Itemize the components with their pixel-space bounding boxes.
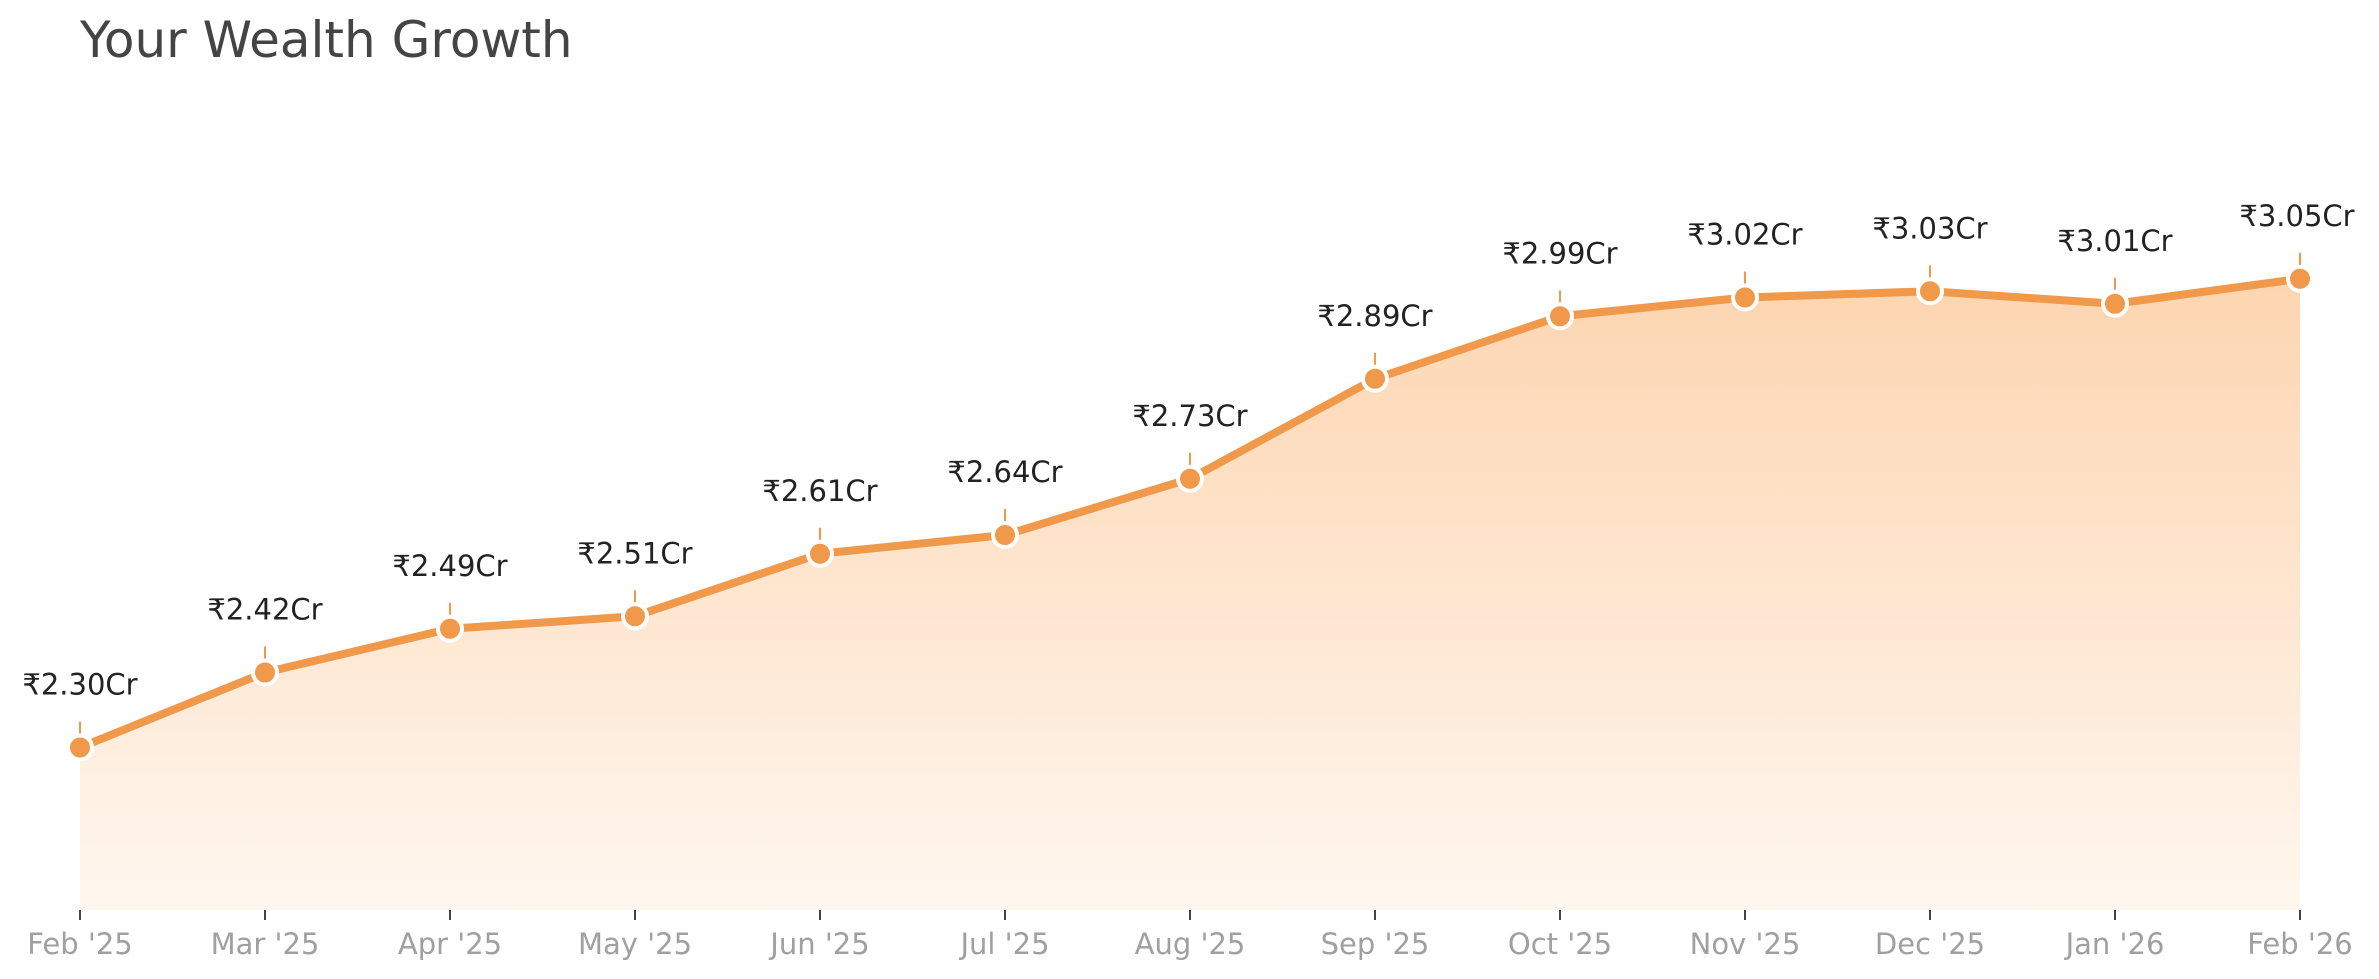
data-label: ₹2.30Cr xyxy=(22,668,137,702)
x-tick-label: Jul '25 xyxy=(958,927,1049,961)
data-point xyxy=(66,733,94,762)
marker-layer xyxy=(66,264,2314,762)
data-label: ₹2.73Cr xyxy=(1132,399,1247,433)
x-axis: Feb '25 Mar '25 Apr '25 May '25 Jun '25 Jul '… xyxy=(27,910,2353,961)
data-point xyxy=(1546,302,1574,331)
chart-title: Your Wealth Growth xyxy=(80,11,573,69)
data-label: ₹2.42Cr xyxy=(207,593,322,627)
x-tick-label: May '25 xyxy=(578,927,692,961)
data-label: ₹2.64Cr xyxy=(947,455,1062,489)
data-point xyxy=(991,521,1019,549)
x-tick-label: Mar '25 xyxy=(211,927,320,961)
x-tick-label: Apr '25 xyxy=(398,927,502,961)
x-tick-label: Sep '25 xyxy=(1321,927,1430,961)
data-point xyxy=(2101,289,2129,318)
data-point xyxy=(1731,283,1759,312)
data-point xyxy=(1916,277,1944,306)
data-label: ₹3.03Cr xyxy=(1872,211,1987,245)
data-point xyxy=(806,539,834,568)
data-point xyxy=(1176,464,1204,493)
data-label: ₹2.89Cr xyxy=(1317,299,1432,333)
data-point xyxy=(1361,364,1389,393)
data-point xyxy=(621,602,649,631)
data-label: ₹2.51Cr xyxy=(577,536,692,570)
data-point xyxy=(436,614,464,643)
data-label: ₹2.99Cr xyxy=(1502,236,1617,270)
data-label: ₹2.49Cr xyxy=(392,549,507,583)
x-tick-label: Nov '25 xyxy=(1690,927,1801,961)
data-point xyxy=(251,658,279,687)
x-tick-label: Jan '26 xyxy=(2064,927,2165,961)
data-label-layer: ₹2.30Cr ₹2.42Cr ₹2.49Cr ₹2.51Cr ₹2.61Cr ₹2.64… xyxy=(22,199,2354,702)
x-tick-label: Dec '25 xyxy=(1875,927,1985,961)
area-fill xyxy=(80,278,2300,910)
x-tick-label: Aug '25 xyxy=(1135,927,1246,961)
data-label: ₹3.02Cr xyxy=(1687,218,1802,252)
data-label: ₹3.01Cr xyxy=(2057,224,2172,258)
area-fill-layer xyxy=(80,278,2300,910)
data-label: ₹3.05Cr xyxy=(2239,199,2354,233)
x-tick-label: Oct '25 xyxy=(1508,927,1612,961)
x-tick-label: Jun '25 xyxy=(768,927,869,961)
data-label: ₹2.61Cr xyxy=(762,474,877,508)
data-point xyxy=(2286,264,2314,293)
x-tick-label: Feb '26 xyxy=(2247,927,2352,961)
x-tick-label: Feb '25 xyxy=(27,927,132,961)
